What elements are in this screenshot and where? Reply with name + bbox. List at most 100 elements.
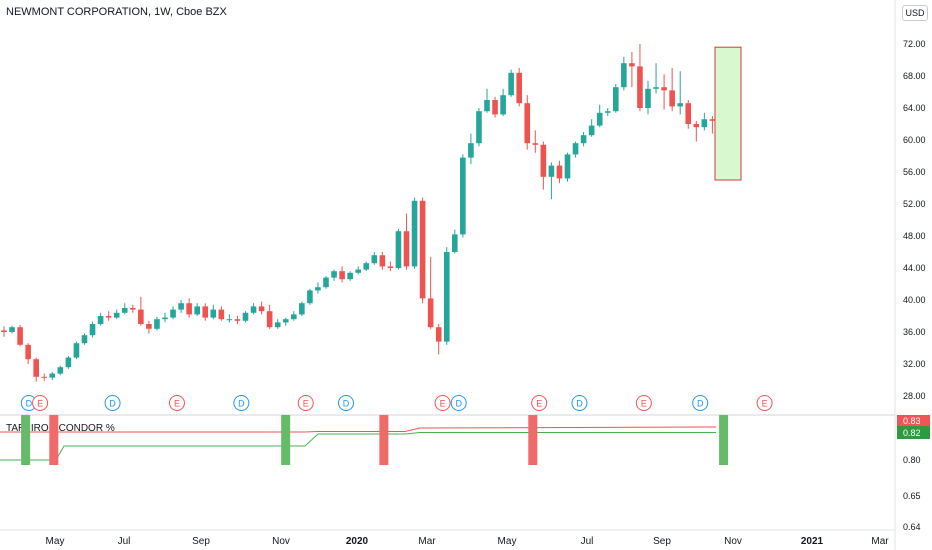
candle-body <box>371 255 378 264</box>
candle-body <box>89 324 96 336</box>
dividend-marker[interactable] <box>338 395 354 411</box>
event-marker-label: E <box>641 399 647 409</box>
price-tick-label: 60.00 <box>903 135 926 145</box>
candle-body <box>186 303 192 315</box>
indicator-title: TARI IRON CONDOR % <box>6 423 115 434</box>
dividend-marker[interactable] <box>571 395 588 411</box>
dividend-marker[interactable] <box>692 395 709 411</box>
candle-body <box>105 316 112 318</box>
candle-body <box>604 111 611 113</box>
indicator-tick: 0.65 <box>903 491 921 501</box>
candle-body <box>194 306 200 315</box>
candle-body <box>693 124 700 128</box>
candle-body <box>548 165 555 177</box>
candle-body <box>540 144 547 177</box>
candle-body <box>299 303 305 315</box>
candle-body <box>387 266 394 268</box>
indicator-tick: 0.80 <box>903 455 921 465</box>
time-tick-label: 2020 <box>346 536 369 547</box>
indicator-signal-bar <box>21 415 31 465</box>
candle-body <box>138 309 144 324</box>
candle-body <box>226 319 233 321</box>
earnings-marker[interactable] <box>168 395 185 411</box>
currency-button[interactable]: USD <box>902 5 928 21</box>
price-tick-label: 28.00 <box>903 391 926 401</box>
price-tick-label: 48.00 <box>903 231 926 241</box>
candle-body <box>411 200 418 267</box>
indicator-signal-bar <box>49 415 59 465</box>
candle-body <box>443 252 450 342</box>
indicator-badge-green <box>897 426 930 439</box>
price-scale: 28.00 32.00 36.00 40.00 44.00 48.00 52.00 56.00… <box>903 39 926 401</box>
event-marker-label: E <box>303 399 309 409</box>
candle-body <box>661 87 667 91</box>
time-tick-label: May <box>498 536 517 547</box>
candle-body <box>419 200 426 299</box>
candle-body <box>709 119 716 121</box>
candle-body <box>65 357 72 368</box>
candle-body <box>178 303 184 310</box>
candle-body <box>629 63 635 67</box>
candle-body <box>218 309 225 320</box>
price-tick-label: 40.00 <box>903 295 926 305</box>
earnings-marker[interactable] <box>635 395 652 411</box>
candle-body <box>291 314 297 320</box>
candle-body <box>613 87 619 112</box>
candle-body <box>282 319 289 323</box>
earnings-marker[interactable] <box>297 395 314 411</box>
event-marker-label: D <box>26 399 33 409</box>
candle-body <box>653 87 659 89</box>
candle-body <box>701 119 708 128</box>
candle-body <box>685 103 692 124</box>
candle-body <box>81 335 88 344</box>
indicator-lower-line <box>0 432 716 461</box>
candle-body <box>154 319 160 329</box>
earnings-marker[interactable] <box>32 395 49 411</box>
candle-body <box>250 306 257 313</box>
indicator-badge-red-text: 0.83 <box>903 416 921 426</box>
candle-body <box>476 111 482 144</box>
dividend-marker[interactable] <box>104 395 121 411</box>
candle-body <box>492 100 498 115</box>
candle-body <box>580 135 587 144</box>
dividend-marker[interactable] <box>450 395 467 411</box>
price-tick-label: 64.00 <box>903 103 926 113</box>
candle-body <box>315 287 321 291</box>
event-marker-label: E <box>174 399 180 409</box>
time-tick-label: May <box>46 536 65 547</box>
event-marker-label: E <box>762 399 768 409</box>
candle-body <box>170 309 176 318</box>
indicator-lines <box>0 426 716 461</box>
dividend-marker[interactable] <box>233 395 250 411</box>
indicator-signal-bar <box>379 415 389 465</box>
projection-box <box>714 46 742 181</box>
candle-body <box>500 95 506 115</box>
indicator-tick: 0.64 <box>903 522 921 532</box>
candle-body <box>564 154 571 179</box>
candle-body <box>25 344 31 360</box>
candle-body <box>202 306 209 318</box>
earnings-marker[interactable] <box>434 395 451 411</box>
candle-body <box>146 324 152 329</box>
candle-body <box>596 112 603 126</box>
candle-body <box>355 269 361 273</box>
candle-body <box>234 319 241 321</box>
candle-body <box>572 143 579 155</box>
earnings-marker[interactable] <box>756 395 773 411</box>
earnings-marker[interactable] <box>531 395 548 411</box>
event-marker-label: D <box>697 399 704 409</box>
indicator-scale: 0.83 0.82 0.80 0.65 0.64 <box>897 415 930 532</box>
price-tick-label: 56.00 <box>903 167 926 177</box>
price-tick-label: 52.00 <box>903 199 926 209</box>
candle-body <box>347 272 353 280</box>
event-marker-label: D <box>238 399 245 409</box>
candle-body <box>210 309 217 318</box>
candle-body <box>307 290 313 304</box>
candle-body <box>9 327 15 332</box>
candle-body <box>41 376 48 378</box>
price-tick-label: 68.00 <box>903 71 926 81</box>
candle-body <box>97 316 104 324</box>
candle-body <box>130 308 136 310</box>
